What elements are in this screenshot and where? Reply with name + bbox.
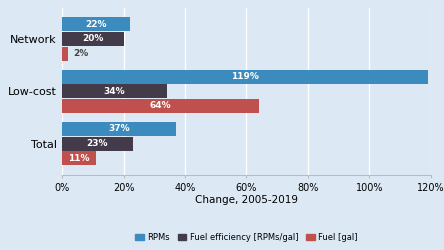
Bar bbox=[62, 70, 428, 84]
Text: 64%: 64% bbox=[150, 102, 171, 110]
Bar bbox=[62, 151, 96, 165]
Bar bbox=[62, 46, 68, 60]
X-axis label: Change, 2005-2019: Change, 2005-2019 bbox=[195, 196, 298, 205]
Bar bbox=[62, 137, 133, 150]
Text: 11%: 11% bbox=[68, 154, 90, 163]
Text: 23%: 23% bbox=[87, 139, 108, 148]
Bar bbox=[62, 99, 259, 113]
Bar bbox=[62, 84, 166, 98]
Text: 22%: 22% bbox=[85, 20, 107, 29]
Text: 20%: 20% bbox=[82, 34, 103, 43]
Bar bbox=[62, 122, 176, 136]
Bar bbox=[62, 32, 123, 46]
Text: 119%: 119% bbox=[231, 72, 259, 81]
Text: 34%: 34% bbox=[103, 87, 125, 96]
Text: 37%: 37% bbox=[108, 124, 130, 134]
Text: 2%: 2% bbox=[73, 49, 88, 58]
Bar bbox=[62, 17, 130, 31]
Legend: RPMs, Fuel efficiency [RPMs/gal], Fuel [gal]: RPMs, Fuel efficiency [RPMs/gal], Fuel [… bbox=[135, 233, 357, 242]
